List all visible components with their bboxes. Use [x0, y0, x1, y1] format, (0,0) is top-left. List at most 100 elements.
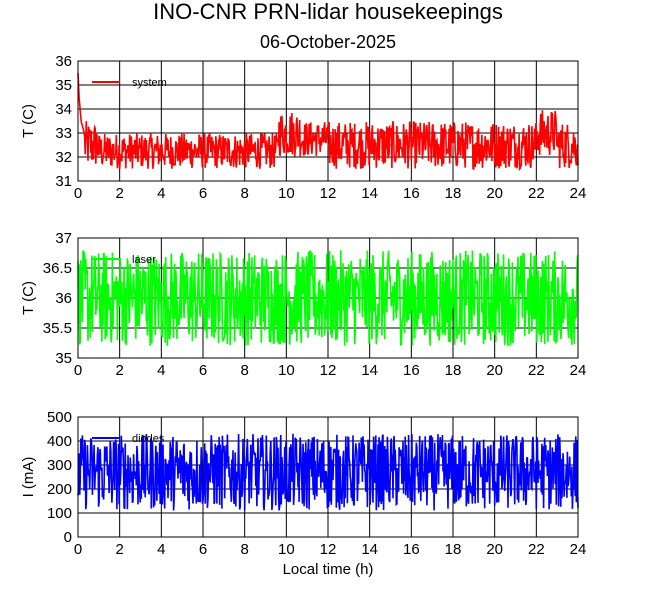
x-tick-label: 18 [445, 541, 462, 558]
chart-subtitle: 06-October-2025 [260, 32, 396, 52]
x-tick-label: 20 [486, 362, 503, 379]
data-point [494, 144, 496, 146]
data-point [285, 471, 287, 473]
x-tick-label: 24 [570, 541, 587, 558]
data-point [546, 132, 548, 134]
data-point [119, 471, 121, 473]
data-point [83, 132, 85, 134]
data-point [327, 144, 329, 146]
y-tick-label: 500 [47, 409, 72, 426]
data-point [275, 144, 277, 146]
plot-frame [77, 416, 579, 538]
data-point [327, 297, 329, 299]
data-point [244, 297, 246, 299]
y-tick-label: 33 [55, 125, 72, 142]
series-line [77, 433, 579, 511]
y-tick-label: 36.5 [43, 260, 72, 277]
y-tick-label: 0 [64, 529, 72, 546]
data-point [98, 144, 100, 146]
legend-label: system [132, 77, 167, 89]
y-axis-label: T (C) [20, 281, 37, 315]
data-point [78, 96, 80, 98]
x-tick-label: 2 [115, 185, 123, 202]
y-axis-label: I (mA) [20, 457, 37, 498]
plot-frame [77, 237, 579, 359]
x-tick-label: 14 [361, 185, 378, 202]
data-point [223, 156, 225, 158]
x-tick-label: 4 [157, 362, 165, 379]
x-tick-label: 16 [403, 185, 420, 202]
data-point [139, 156, 142, 158]
data-point [327, 471, 329, 473]
data-point [556, 144, 558, 146]
data-point [473, 144, 475, 146]
data-point [452, 471, 454, 473]
x-tick-label: 12 [320, 541, 337, 558]
data-point [369, 297, 371, 299]
y-tick-label: 100 [47, 505, 72, 522]
chart-title: INO-CNR PRN-lidar housekeepings [153, 0, 503, 24]
data-point [285, 132, 287, 134]
x-tick-label: 24 [570, 185, 587, 202]
x-tick-label: 8 [240, 541, 248, 558]
x-tick-label: 18 [445, 185, 462, 202]
x-tick-label: 22 [528, 185, 545, 202]
data-point [535, 144, 537, 146]
data-point [160, 156, 162, 158]
data-point [452, 144, 454, 146]
x-tick-label: 4 [157, 541, 165, 558]
x-tick-label: 20 [486, 185, 503, 202]
data-point [389, 144, 392, 146]
series-line [77, 249, 579, 346]
x-tick-label: 24 [570, 362, 587, 379]
data-point [494, 297, 496, 299]
x-tick-label: 12 [320, 185, 337, 202]
data-point [89, 144, 92, 146]
x-tick-label: 6 [199, 541, 207, 558]
x-tick-label: 10 [278, 541, 295, 558]
data-point [181, 144, 183, 146]
y-axis-label: T (C) [20, 104, 37, 138]
x-tick-label: 18 [445, 362, 462, 379]
data-point [369, 144, 371, 146]
x-tick-label: 8 [240, 362, 248, 379]
x-tick-label: 16 [403, 541, 420, 558]
x-tick-label: 22 [528, 362, 545, 379]
plot-frame [77, 60, 579, 182]
data-point [202, 471, 204, 473]
data-point [535, 297, 537, 299]
x-tick-label: 12 [320, 362, 337, 379]
data-point [306, 132, 308, 134]
y-tick-label: 36 [55, 290, 72, 307]
data-point [160, 297, 162, 299]
x-tick-label: 22 [528, 541, 545, 558]
data-point [410, 471, 412, 473]
x-tick-label: 0 [74, 541, 82, 558]
data-point [119, 144, 121, 146]
data-point [494, 471, 496, 473]
legend-label: diodes [132, 433, 165, 445]
data-point [119, 297, 121, 299]
data-point [452, 297, 454, 299]
series-diodes: diodes [77, 433, 579, 511]
y-tick-label: 35.5 [43, 320, 72, 337]
data-point [410, 297, 412, 299]
x-tick-label: 2 [115, 541, 123, 558]
y-tick-label: 32 [55, 149, 72, 166]
data-point [348, 144, 350, 146]
y-tick-label: 200 [47, 481, 72, 498]
x-tick-label: 4 [157, 185, 165, 202]
y-tick-label: 400 [47, 433, 72, 450]
x-tick-label: 0 [74, 362, 82, 379]
x-tick-label: 8 [240, 185, 248, 202]
x-tick-label: 14 [361, 362, 378, 379]
legend-label: laser [132, 254, 156, 266]
x-tick-label: 20 [486, 541, 503, 558]
data-point [202, 297, 204, 299]
y-tick-label: 34 [55, 101, 72, 118]
data-point [514, 144, 517, 146]
y-tick-label: 36 [55, 53, 72, 70]
